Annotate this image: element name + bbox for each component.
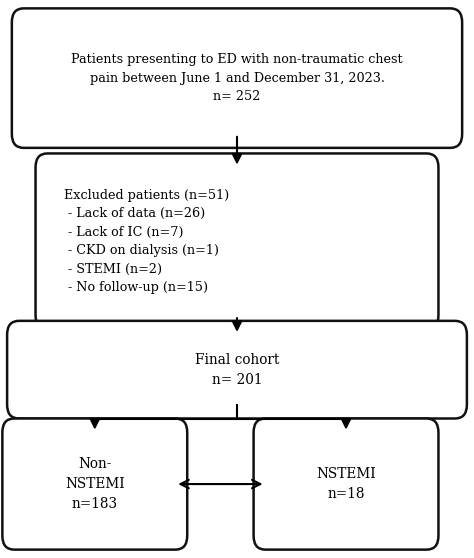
FancyBboxPatch shape <box>254 418 438 550</box>
FancyBboxPatch shape <box>36 153 438 329</box>
FancyBboxPatch shape <box>12 8 462 148</box>
FancyBboxPatch shape <box>7 321 467 418</box>
Text: Non-
NSTEMI
n=183: Non- NSTEMI n=183 <box>65 457 125 511</box>
FancyBboxPatch shape <box>2 418 187 550</box>
Text: Patients presenting to ED with non-traumatic chest
pain between June 1 and Decem: Patients presenting to ED with non-traum… <box>71 53 403 103</box>
Text: NSTEMI
n=18: NSTEMI n=18 <box>316 467 376 501</box>
Text: Excluded patients (n=51)
 - Lack of data (n=26)
 - Lack of IC (n=7)
 - CKD on di: Excluded patients (n=51) - Lack of data … <box>64 189 229 294</box>
Text: Final cohort
n= 201: Final cohort n= 201 <box>195 353 279 387</box>
